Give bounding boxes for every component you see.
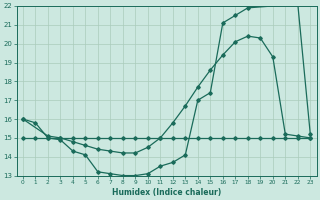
X-axis label: Humidex (Indice chaleur): Humidex (Indice chaleur) bbox=[112, 188, 221, 197]
